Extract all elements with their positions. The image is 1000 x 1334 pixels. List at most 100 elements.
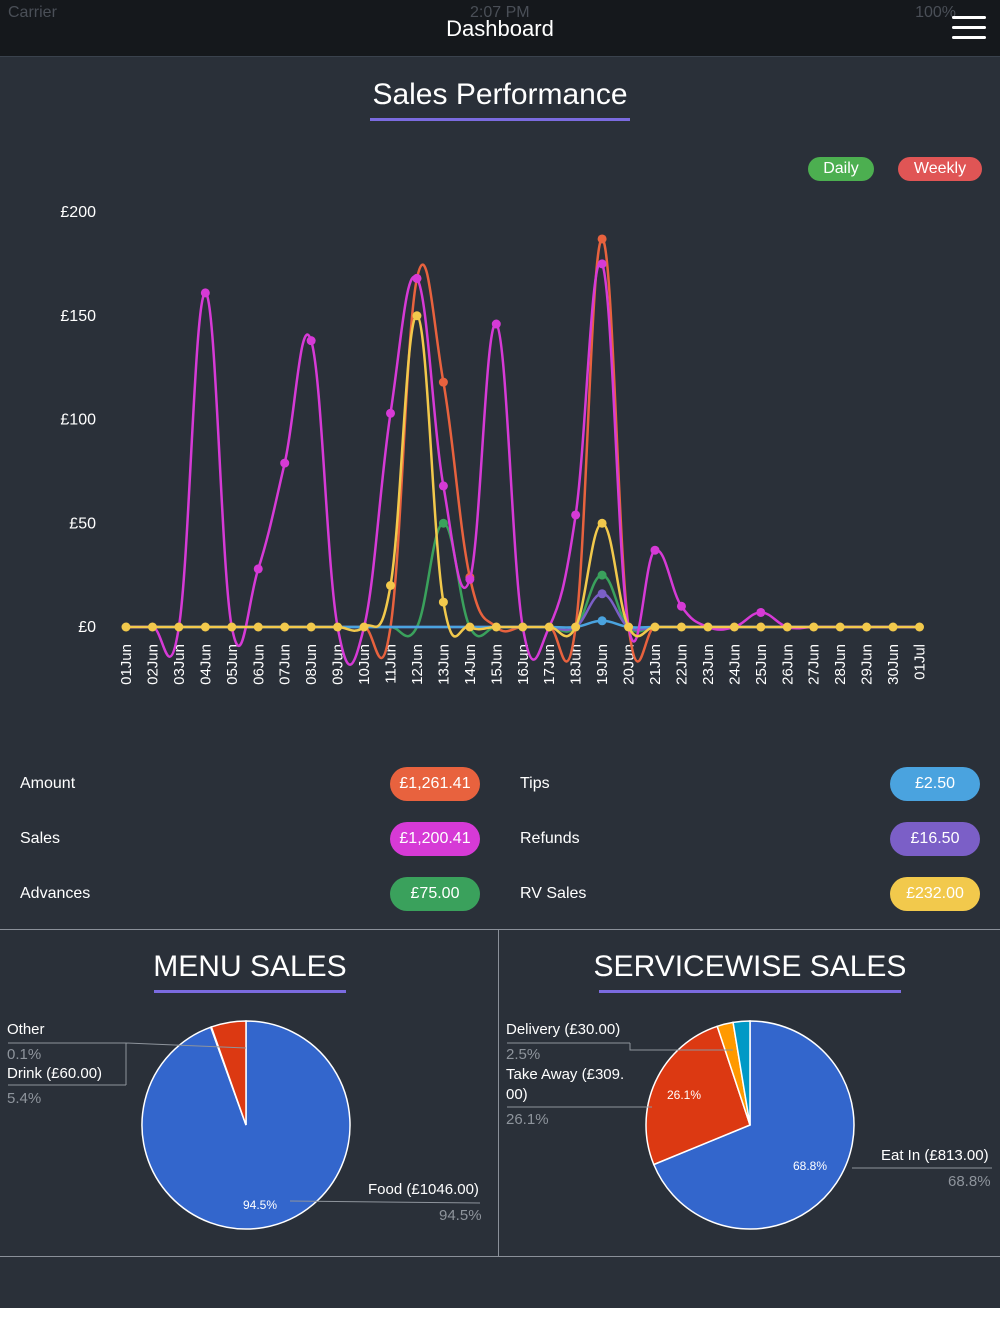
- amount-value-badge: £1,261.41: [390, 767, 480, 801]
- data-point[interactable]: [518, 622, 528, 632]
- servicewise-sales-title-text: SERVICEWISE SALES: [593, 950, 907, 983]
- data-point[interactable]: [491, 319, 501, 329]
- data-point[interactable]: [438, 481, 448, 491]
- data-point[interactable]: [650, 622, 660, 632]
- data-point[interactable]: [174, 622, 184, 632]
- bottom-area: [0, 1257, 1000, 1308]
- status-time: 2:07 PM: [470, 4, 530, 21]
- y-tick-label: £0: [78, 619, 96, 636]
- x-tick-label: 04Jun: [197, 644, 214, 685]
- data-point[interactable]: [386, 408, 395, 418]
- rv-sales-value-badge: £232.00: [890, 877, 980, 911]
- data-point[interactable]: [597, 518, 607, 528]
- data-point[interactable]: [412, 311, 422, 321]
- x-tick-label: 22Jun: [673, 644, 690, 685]
- service-pie-eatin-label: Eat In (£813.00): [881, 1147, 989, 1164]
- weekly-toggle-button[interactable]: Weekly: [898, 157, 982, 181]
- y-tick-label: £200: [60, 204, 96, 221]
- data-point[interactable]: [597, 589, 607, 599]
- data-point[interactable]: [597, 570, 607, 580]
- data-point[interactable]: [280, 622, 290, 632]
- tips-label: Tips: [520, 775, 550, 792]
- data-point[interactable]: [782, 622, 792, 632]
- carrier-label: Carrier: [8, 4, 57, 21]
- x-tick-label: 24Jun: [726, 644, 743, 685]
- pie-slice[interactable]: [645, 1025, 751, 1166]
- rv-sales-label: RV Sales: [520, 885, 587, 902]
- series-line: [126, 237, 920, 663]
- sales-value-badge: £1,200.41: [390, 822, 480, 856]
- x-tick-label: 17Jun: [541, 644, 558, 685]
- data-point[interactable]: [438, 597, 448, 607]
- section-divider-bottom: [0, 1256, 1000, 1257]
- pie-leader-line: [289, 1200, 481, 1204]
- data-point[interactable]: [544, 622, 554, 632]
- data-point[interactable]: [676, 601, 686, 611]
- data-point[interactable]: [571, 622, 581, 632]
- data-point[interactable]: [703, 622, 713, 632]
- data-point[interactable]: [306, 622, 316, 632]
- x-tick-label: 14Jun: [462, 644, 479, 685]
- pie-slice[interactable]: [732, 1020, 751, 1126]
- x-tick-label: 20Jun: [621, 644, 638, 685]
- data-point[interactable]: [756, 622, 766, 632]
- x-tick-label: 13Jun: [435, 644, 452, 685]
- y-tick-label: £100: [60, 412, 96, 429]
- data-point[interactable]: [253, 564, 263, 574]
- data-point[interactable]: [624, 622, 634, 632]
- data-point[interactable]: [306, 336, 316, 346]
- data-point[interactable]: [835, 622, 845, 632]
- data-point[interactable]: [888, 622, 898, 632]
- data-point[interactable]: [491, 622, 501, 632]
- battery-label: 100%: [915, 4, 956, 21]
- x-tick-label: 16Jun: [515, 644, 532, 685]
- servicewise-sales-title: SERVICEWISE SALES: [560, 950, 940, 993]
- daily-toggle-button[interactable]: Daily: [808, 157, 874, 181]
- sales-performance-title: Sales Performance: [360, 78, 640, 121]
- data-point[interactable]: [147, 622, 157, 632]
- sales-performance-title-text: Sales Performance: [372, 78, 628, 111]
- data-point[interactable]: [253, 622, 263, 632]
- data-point[interactable]: [227, 622, 237, 632]
- data-point[interactable]: [121, 622, 131, 632]
- pie-slice-pct-label: 68.8%: [793, 1159, 827, 1173]
- data-point[interactable]: [465, 574, 475, 584]
- data-point[interactable]: [333, 622, 343, 632]
- hamburger-icon[interactable]: [950, 12, 988, 44]
- data-point[interactable]: [438, 518, 448, 528]
- menu-pie-drink-label: Drink (£60.00): [7, 1065, 103, 1082]
- data-point[interactable]: [597, 616, 607, 626]
- pie-leader-line: [629, 1043, 733, 1051]
- data-point[interactable]: [359, 622, 369, 632]
- x-tick-label: 29Jun: [859, 644, 876, 685]
- data-point[interactable]: [412, 273, 422, 283]
- data-point[interactable]: [571, 510, 581, 520]
- data-point[interactable]: [756, 607, 766, 617]
- data-point[interactable]: [809, 622, 819, 632]
- x-tick-label: 30Jun: [885, 644, 902, 685]
- pie-slice[interactable]: [652, 1020, 855, 1230]
- data-point[interactable]: [200, 622, 210, 632]
- advances-label: Advances: [20, 885, 91, 902]
- pie-slice-pct-label: 94.5%: [243, 1198, 277, 1212]
- data-point[interactable]: [465, 622, 475, 632]
- x-tick-label: 09Jun: [330, 644, 347, 685]
- data-point[interactable]: [862, 622, 872, 632]
- title-underline: [599, 990, 901, 993]
- data-point[interactable]: [729, 622, 739, 632]
- data-point[interactable]: [200, 288, 210, 298]
- data-point[interactable]: [676, 622, 686, 632]
- data-point[interactable]: [280, 458, 290, 468]
- sales-performance-chart: £0 £50 £100 £150 £200 01Jun 02Jun 03Jun 04Jun 05J…: [60, 204, 928, 685]
- data-point[interactable]: [915, 622, 924, 632]
- servicewise-sales-pie-chart: 68.8% 26.1%: [507, 1020, 992, 1230]
- data-point[interactable]: [597, 259, 607, 269]
- service-pie-delivery-label: Delivery (£30.00): [506, 1021, 621, 1038]
- data-point[interactable]: [650, 545, 660, 555]
- data-point[interactable]: [597, 234, 607, 244]
- menu-sales-pie-chart: 94.5%: [8, 1020, 481, 1230]
- series-line: [126, 314, 920, 638]
- data-point[interactable]: [438, 377, 448, 387]
- data-point[interactable]: [386, 581, 395, 590]
